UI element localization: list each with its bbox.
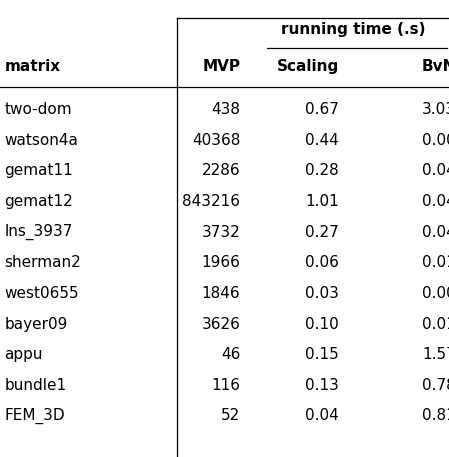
Text: 1.57: 1.57 [422, 347, 449, 362]
Text: Scaling: Scaling [277, 59, 339, 74]
Text: 0.03: 0.03 [305, 286, 339, 301]
Text: 0.04: 0.04 [422, 194, 449, 209]
Text: 0.00: 0.00 [422, 133, 449, 148]
Text: 0.04: 0.04 [422, 164, 449, 178]
Text: running time (.s): running time (.s) [282, 22, 426, 37]
Text: 1966: 1966 [201, 255, 240, 270]
Text: 438: 438 [211, 102, 240, 117]
Text: 0.04: 0.04 [422, 225, 449, 239]
Text: 0.28: 0.28 [305, 164, 339, 178]
Text: 116: 116 [211, 378, 240, 393]
Text: 843216: 843216 [182, 194, 240, 209]
Text: sherman2: sherman2 [4, 255, 81, 270]
Text: lns_3937: lns_3937 [4, 224, 73, 240]
Text: 46: 46 [221, 347, 240, 362]
Text: 0.01: 0.01 [422, 255, 449, 270]
Text: 0.04: 0.04 [305, 409, 339, 423]
Text: appu: appu [4, 347, 43, 362]
Text: matrix: matrix [4, 59, 61, 74]
Text: gemat11: gemat11 [4, 164, 73, 178]
Text: 0.78: 0.78 [422, 378, 449, 393]
Text: BvN: BvN [421, 59, 449, 74]
Text: bayer09: bayer09 [4, 317, 68, 331]
Text: 0.13: 0.13 [305, 378, 339, 393]
Text: 0.00: 0.00 [422, 286, 449, 301]
Text: FEM_3D: FEM_3D [4, 408, 65, 424]
Text: west0655: west0655 [4, 286, 79, 301]
Text: 0.01: 0.01 [422, 317, 449, 331]
Text: 52: 52 [221, 409, 240, 423]
Text: MVP: MVP [202, 59, 240, 74]
Text: 0.06: 0.06 [305, 255, 339, 270]
Text: 0.67: 0.67 [305, 102, 339, 117]
Text: gemat12: gemat12 [4, 194, 73, 209]
Text: 0.44: 0.44 [305, 133, 339, 148]
Text: 3.03: 3.03 [422, 102, 449, 117]
Text: 2286: 2286 [202, 164, 240, 178]
Text: 0.10: 0.10 [305, 317, 339, 331]
Text: 0.15: 0.15 [305, 347, 339, 362]
Text: 0.81: 0.81 [422, 409, 449, 423]
Text: 1.01: 1.01 [305, 194, 339, 209]
Text: 1846: 1846 [202, 286, 240, 301]
Text: 3626: 3626 [201, 317, 240, 331]
Text: 0.27: 0.27 [305, 225, 339, 239]
Text: two-dom: two-dom [4, 102, 72, 117]
Text: bundle1: bundle1 [4, 378, 66, 393]
Text: watson4a: watson4a [4, 133, 79, 148]
Text: 3732: 3732 [202, 225, 240, 239]
Text: 40368: 40368 [192, 133, 240, 148]
